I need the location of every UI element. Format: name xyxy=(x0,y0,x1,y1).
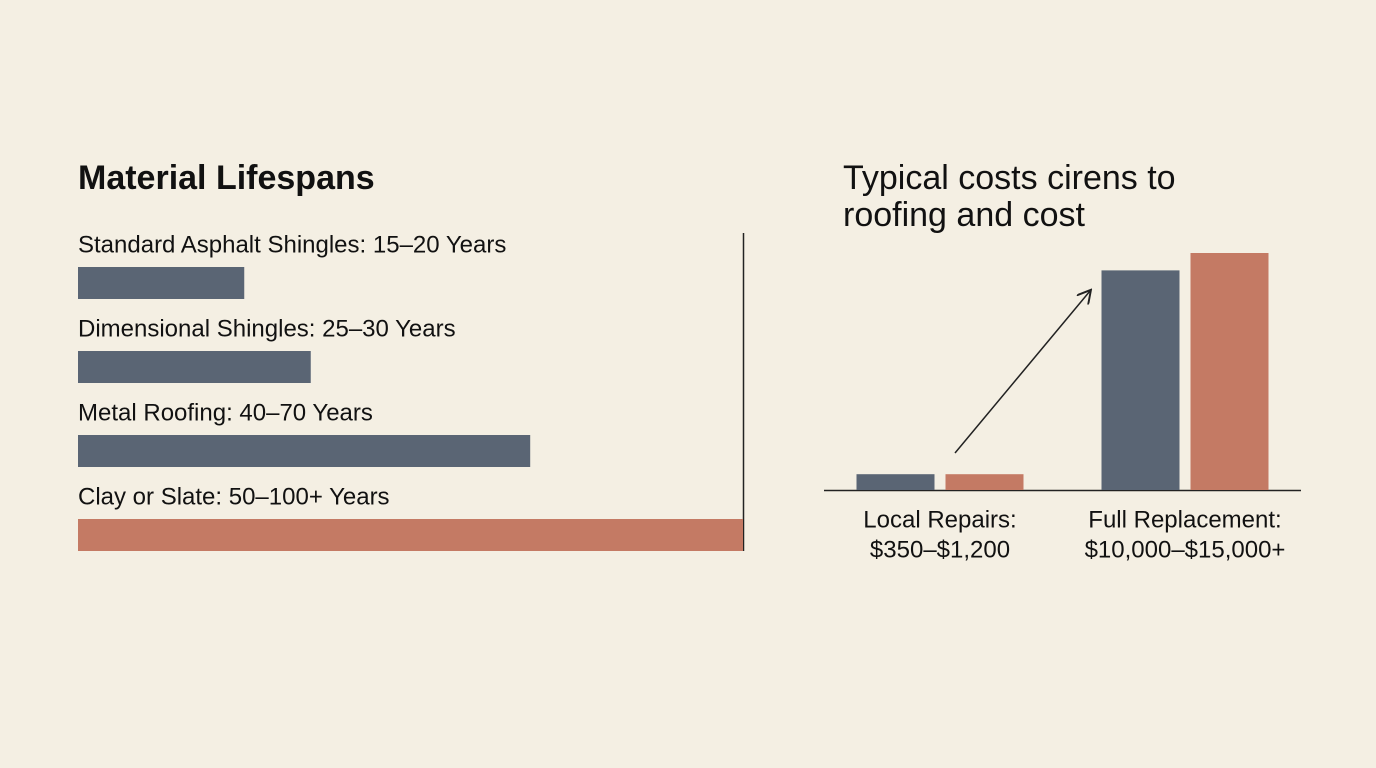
bar xyxy=(78,267,245,299)
category-label: Full Replacement: xyxy=(1088,506,1281,533)
category-label: Local Repairs: xyxy=(863,506,1016,533)
chart-title: roofing and cost xyxy=(843,196,1085,234)
bar xyxy=(78,351,311,383)
bar-label: Metal Roofing: 40–70 Years xyxy=(78,399,373,426)
category-label: $10,000–$15,000+ xyxy=(1085,536,1286,563)
bar xyxy=(945,474,1024,490)
category-label: $350–$1,200 xyxy=(870,536,1010,563)
bar-label: Clay or Slate: 50–100+ Years xyxy=(78,483,390,510)
bar-label: Standard Asphalt Shingles: 15–20 Years xyxy=(78,231,506,258)
trend-arrow xyxy=(954,291,1090,454)
chart-title: Material Lifespans xyxy=(78,159,375,197)
bar xyxy=(1190,253,1269,490)
bar xyxy=(1101,270,1180,490)
chart-title: Typical costs cirens to xyxy=(843,159,1176,197)
bar-label: Dimensional Shingles: 25–30 Years xyxy=(78,315,456,342)
bar xyxy=(856,474,935,490)
bar xyxy=(78,435,531,467)
bar xyxy=(78,519,743,551)
